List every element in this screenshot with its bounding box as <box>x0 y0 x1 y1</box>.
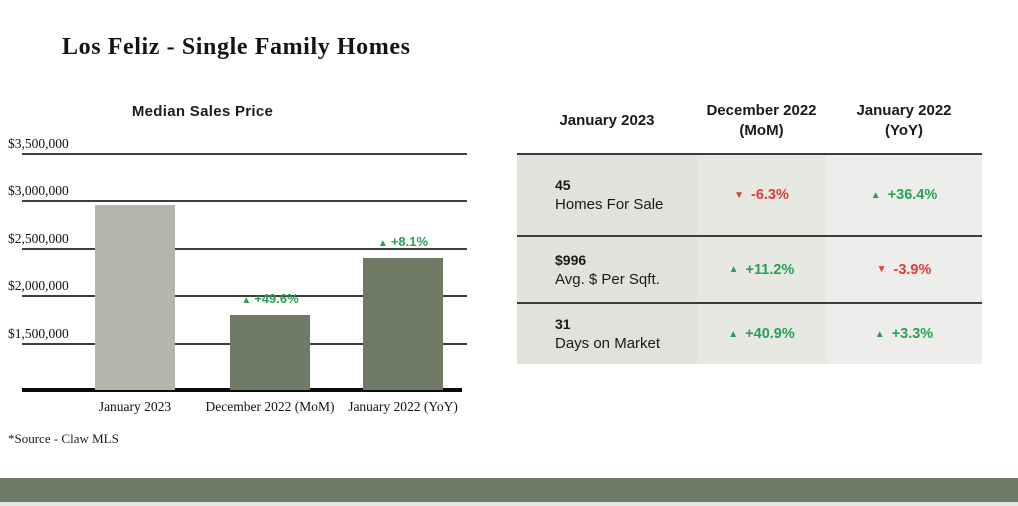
chart-x-axis <box>22 388 462 392</box>
table-header-january-2022-yoy: January 2022 (YoY) <box>856 101 952 139</box>
table-header-december-2022-mom: December 2022 (MoM) <box>706 101 817 139</box>
chart-gridline <box>22 247 467 250</box>
table-cell-homes-mom-change: ▼ -6.3% <box>697 155 826 237</box>
table-cell-days-on-market: 31 Days on Market <box>517 304 697 364</box>
source-note: *Source - Claw MLS <box>8 431 119 446</box>
bar-december-2022-mom- <box>230 314 310 390</box>
percent-change: +36.4% <box>887 187 938 203</box>
percent-change: +8.1% <box>390 233 429 249</box>
footer-accent-bar <box>0 478 1018 502</box>
chart-gridline <box>22 152 467 155</box>
table-cell-sqft-mom-change: ▲ +11.2% <box>697 237 826 304</box>
metric-label: Avg. $ Per Sqft. <box>555 270 660 288</box>
y-axis-tick-label: $3,000,000 <box>8 183 69 198</box>
y-axis-tick-label: $1,500,000 <box>8 325 69 341</box>
percent-change: +3.3% <box>891 326 934 342</box>
percent-change: -6.3% <box>751 187 789 203</box>
trend-up-icon: ▲ <box>870 189 881 201</box>
trend-up-icon: ▲ <box>728 328 739 340</box>
percent-change: -3.9% <box>893 261 932 278</box>
metric-label: Days on Market <box>555 335 661 352</box>
footer-bottom-strip <box>0 502 1018 506</box>
x-axis-category-label: December 2022 (MoM) <box>205 399 335 414</box>
bar-january-2022-yoy- <box>363 257 443 390</box>
percent-change: +49.6% <box>254 290 299 306</box>
trend-down-icon: ▼ <box>734 189 744 201</box>
metric-value: $996 <box>555 251 587 268</box>
chart-gridline <box>22 200 467 202</box>
metric-label: Homes For Sale <box>555 196 664 213</box>
table-cell-days-mom-change: ▲ +40.9% <box>697 304 826 364</box>
chart-gridline <box>22 295 467 297</box>
trend-up-icon: ▲ <box>241 294 252 306</box>
trend-up-icon: ▲ <box>377 237 388 249</box>
x-axis-category-label: January 2023 <box>98 399 172 414</box>
percent-change: +40.9% <box>745 326 795 342</box>
y-axis-tick-label: $2,500,000 <box>8 230 69 246</box>
table-cell-homes-yoy-change: ▲ +36.4% <box>826 155 982 237</box>
metric-value: 45 <box>555 177 571 193</box>
table-cell-days-yoy-change: ▲ +3.3% <box>826 304 982 364</box>
table-cell-homes-for-sale: 45 Homes For Sale <box>517 155 697 237</box>
table-cell-avg-price-sqft: $996 Avg. $ Per Sqft. <box>517 237 697 304</box>
trend-up-icon: ▲ <box>874 328 885 340</box>
trend-up-icon: ▲ <box>728 264 739 275</box>
metric-value: 31 <box>555 316 571 332</box>
bar-annotation: ▲ +49.6% <box>205 291 335 306</box>
bar-annotation: ▲ +8.1% <box>338 234 468 249</box>
chart-title: Median Sales Price <box>131 103 274 120</box>
table-header-january-2023: January 2023 <box>559 111 655 129</box>
bar-january-2023 <box>95 204 175 391</box>
trend-down-icon: ▼ <box>876 264 887 275</box>
table-header-row: January 2023 December 2022 (MoM) January… <box>517 94 982 148</box>
comparison-table: 45 Homes For Sale ▼ -6.3% ▲ +36.4% $996 … <box>517 153 982 364</box>
y-axis-tick-label: $2,000,000 <box>8 278 69 293</box>
y-axis-tick-label: $3,500,000 <box>8 135 69 151</box>
page-title: Los Feliz - Single Family Homes <box>62 34 411 60</box>
table-cell-sqft-yoy-change: ▼ -3.9% <box>826 237 982 304</box>
x-axis-category-label: January 2022 (YoY) <box>348 399 458 414</box>
percent-change: +11.2% <box>745 261 795 278</box>
